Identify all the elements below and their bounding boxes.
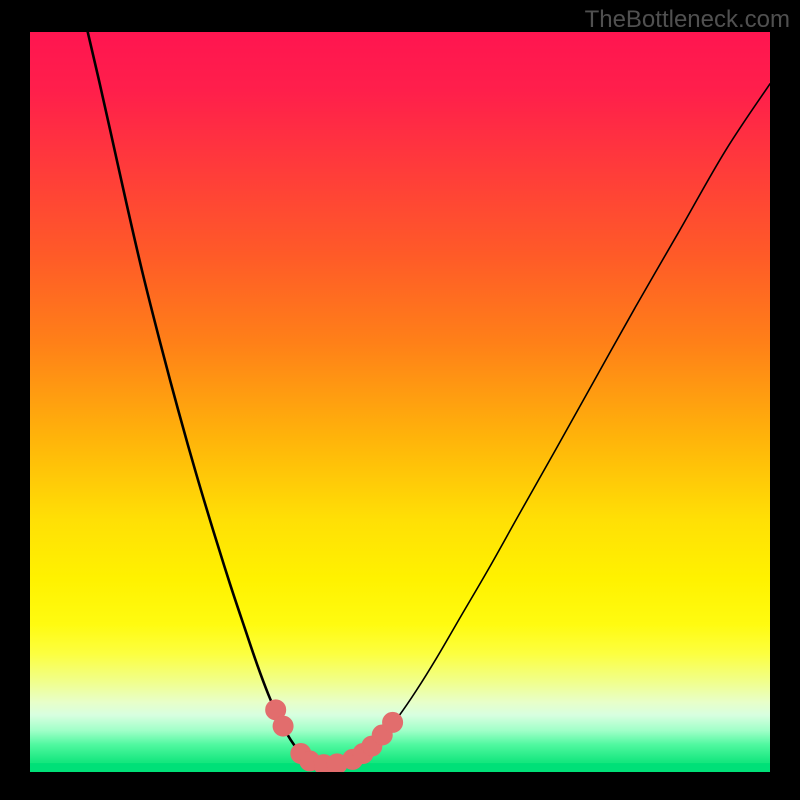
- curve-right: [319, 84, 770, 765]
- chart-stage: TheBottleneck.com: [0, 0, 800, 800]
- curve-layer: [30, 32, 770, 772]
- marker-point: [383, 712, 403, 732]
- watermark-text: TheBottleneck.com: [585, 6, 790, 34]
- curve-left: [88, 32, 319, 765]
- marker-point: [273, 716, 293, 736]
- plot-area: [30, 32, 770, 772]
